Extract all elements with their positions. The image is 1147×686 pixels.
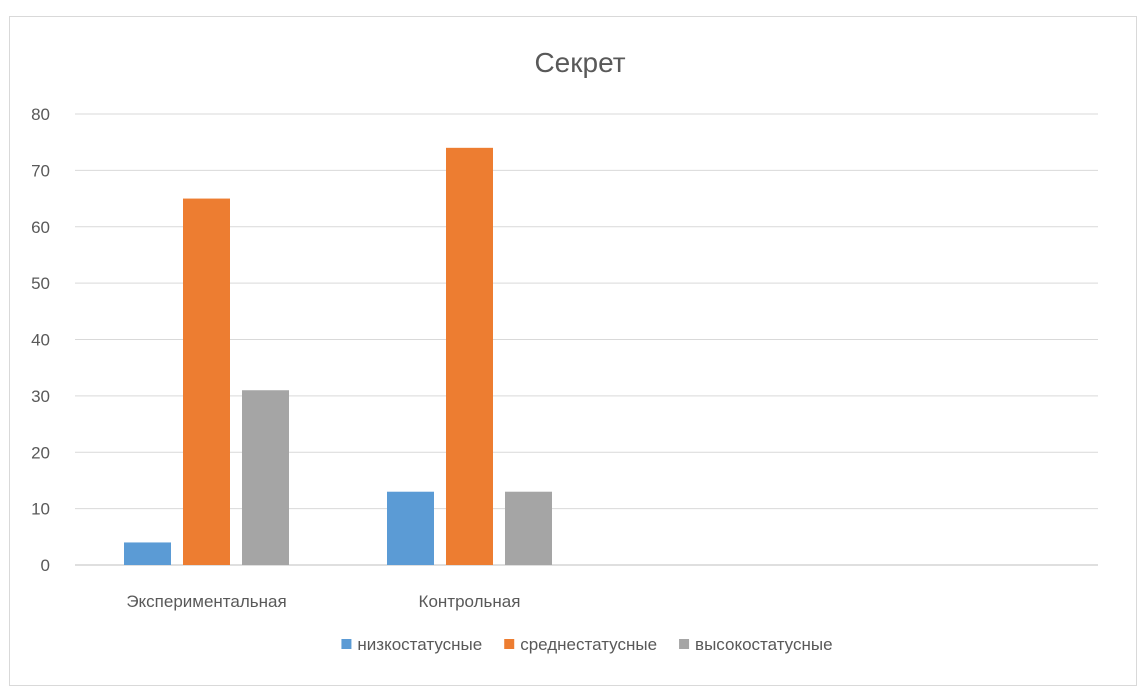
legend-label: высокостатусные <box>695 635 833 654</box>
x-axis-ticks: Экспериментальная Контрольная <box>126 592 520 611</box>
y-tick-label: 40 <box>31 331 50 350</box>
bar-высокостатусные-Контрольная <box>505 491 552 565</box>
y-tick-label: 60 <box>31 218 50 237</box>
y-tick-label: 10 <box>31 500 50 519</box>
y-tick-label: 70 <box>31 161 50 180</box>
bar-высокостатусные-Экспериментальная <box>242 390 289 565</box>
y-tick-label: 0 <box>41 556 50 575</box>
legend-label: среднестатусные <box>520 635 657 654</box>
chart-title: Секрет <box>534 47 625 78</box>
y-tick-label: 30 <box>31 387 50 406</box>
y-tick-label: 50 <box>31 274 50 293</box>
legend-label: низкостатусные <box>357 635 482 654</box>
bars <box>124 147 552 565</box>
y-axis-ticks: 0 10 20 30 40 50 60 70 80 <box>31 105 50 575</box>
bar-низкостатусные-Экспериментальная <box>124 542 171 565</box>
legend-swatch <box>504 639 515 649</box>
legend-swatch <box>679 639 690 649</box>
legend-swatch <box>341 639 352 649</box>
bar-среднестатусные-Экспериментальная <box>183 198 230 565</box>
y-tick-label: 20 <box>31 443 50 462</box>
legend: низкостатусные среднестатусные высокостату… <box>341 635 833 654</box>
bar-низкостатусные-Контрольная <box>387 491 434 565</box>
bar-среднестатусные-Контрольная <box>446 147 493 565</box>
x-tick-label: Экспериментальная <box>126 592 286 611</box>
y-tick-label: 80 <box>31 105 50 124</box>
x-tick-label: Контрольная <box>419 592 521 611</box>
